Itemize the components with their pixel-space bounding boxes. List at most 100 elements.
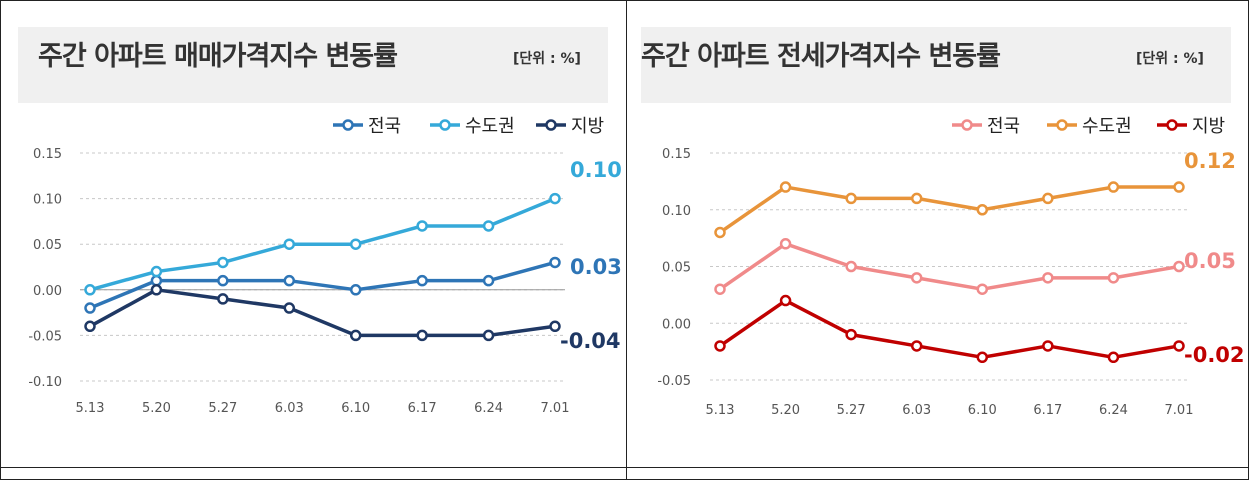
end-value-label: -0.04 (560, 329, 621, 353)
data-point (976, 204, 989, 216)
data-point (482, 329, 495, 342)
y-tick-label: 0.05 (33, 238, 62, 253)
y-tick-label: -0.05 (657, 374, 691, 389)
unit-label: [단위 : %] (513, 51, 581, 67)
y-tick-label: 0.00 (33, 284, 62, 299)
x-tick-label: 7.01 (1165, 403, 1194, 418)
x-tick-label: 7.01 (541, 401, 570, 416)
end-value-label: -0.02 (1184, 343, 1245, 367)
legend-swatch-marker (342, 119, 354, 131)
data-point (1173, 181, 1185, 193)
title-bar (641, 27, 1231, 103)
data-point (1173, 260, 1185, 273)
legend-label: 전국 (368, 116, 401, 137)
data-point (1042, 340, 1054, 352)
legend-swatch-marker (961, 119, 973, 131)
chart-title: 주간 아파트 전세가격지수 변동률 (641, 41, 1001, 72)
data-point (910, 340, 923, 352)
data-point (150, 274, 163, 287)
legend-swatch-marker (1166, 119, 1178, 131)
legend-label: 지방 (571, 116, 604, 137)
data-point (779, 181, 792, 193)
legend-label: 수도권 (1082, 116, 1132, 137)
x-tick-label: 6.17 (408, 401, 437, 416)
data-point (910, 192, 923, 205)
end-value-label: 0.12 (1184, 149, 1236, 173)
data-point (549, 192, 561, 205)
legend-swatch-marker (545, 119, 557, 131)
x-tick-label: 6.24 (1099, 403, 1128, 418)
x-tick-label: 5.27 (208, 401, 237, 416)
data-point (714, 226, 726, 239)
y-tick-label: -0.10 (28, 375, 62, 390)
panel-divider (626, 0, 627, 480)
sale-price-chart: 0.15 0.10 0.05 0.00 -0.05 -0.10 5.13 5.20 5.27 6.… (28, 116, 622, 416)
jeonse-price-panel: 주간 아파트 전세가격지수 변동률 [단위 : %] 0.15 0.10 0.05 0… (627, 10, 1249, 450)
data-point (217, 293, 229, 305)
data-point (1107, 181, 1120, 193)
y-tick-label: 0.00 (662, 317, 691, 332)
series-line (89, 196, 556, 292)
y-tick-label: 0.10 (662, 204, 691, 219)
data-point (549, 256, 561, 269)
data-point (845, 260, 857, 273)
series-line (89, 288, 556, 338)
data-point (150, 265, 163, 278)
y-tick-label: 0.05 (662, 261, 691, 276)
x-tick-label: 5.13 (706, 403, 735, 418)
end-value-label: 0.05 (1184, 249, 1236, 273)
data-point (976, 283, 989, 295)
legend-label: 지방 (1192, 116, 1225, 137)
data-point (482, 220, 495, 232)
data-point (283, 302, 296, 314)
data-point (349, 238, 362, 250)
data-point (416, 274, 428, 287)
data-point (714, 283, 726, 295)
data-point (714, 340, 726, 352)
end-value-label: 0.10 (570, 158, 622, 182)
bottom-divider (0, 467, 1249, 468)
data-point (283, 238, 296, 250)
series-line (719, 242, 1180, 291)
y-tick-label: 0.15 (662, 147, 691, 162)
data-point (482, 274, 495, 287)
data-point (779, 294, 792, 307)
end-value-label: 0.03 (570, 255, 622, 279)
legend-swatch-marker (439, 119, 451, 131)
legend-swatch-marker (1056, 119, 1068, 131)
x-tick-label: 6.24 (474, 401, 503, 416)
unit-label: [단위 : %] (1136, 51, 1204, 67)
data-point (976, 351, 989, 364)
data-point (283, 274, 296, 287)
x-tick-label: 6.03 (275, 401, 304, 416)
jeonse-price-chart: 0.15 0.10 0.05 0.00 -0.05 5.13 5.20 5.27 6.03 6.1… (657, 116, 1245, 418)
data-point (84, 302, 96, 314)
data-point (1173, 340, 1185, 352)
x-tick-label: 6.17 (1033, 403, 1062, 418)
data-point (1042, 272, 1054, 284)
series-line (719, 298, 1180, 360)
y-tick-label: 0.10 (33, 193, 62, 208)
series-line (719, 185, 1179, 234)
data-point (217, 274, 229, 287)
legend-label: 수도권 (465, 116, 515, 137)
chart-title: 주간 아파트 매매가격지수 변동률 (38, 41, 398, 72)
series-line (89, 260, 556, 310)
data-point (349, 329, 362, 342)
data-point (84, 320, 96, 333)
data-point (84, 284, 96, 296)
data-point (845, 328, 857, 341)
data-point (1107, 351, 1120, 364)
title-bar (18, 27, 608, 103)
x-tick-label: 5.20 (142, 401, 171, 416)
data-point (416, 329, 428, 342)
data-point (416, 220, 428, 232)
data-point (349, 284, 362, 296)
sale-price-panel: 주간 아파트 매매가격지수 변동률 [단위 : %] 0.15 0.10 0.05 0… (0, 10, 626, 450)
x-tick-label: 5.27 (837, 403, 866, 418)
data-point (910, 272, 923, 284)
x-tick-label: 5.20 (771, 403, 800, 418)
y-tick-label: -0.05 (28, 329, 62, 344)
legend-label: 전국 (987, 116, 1020, 137)
data-point (150, 284, 163, 296)
